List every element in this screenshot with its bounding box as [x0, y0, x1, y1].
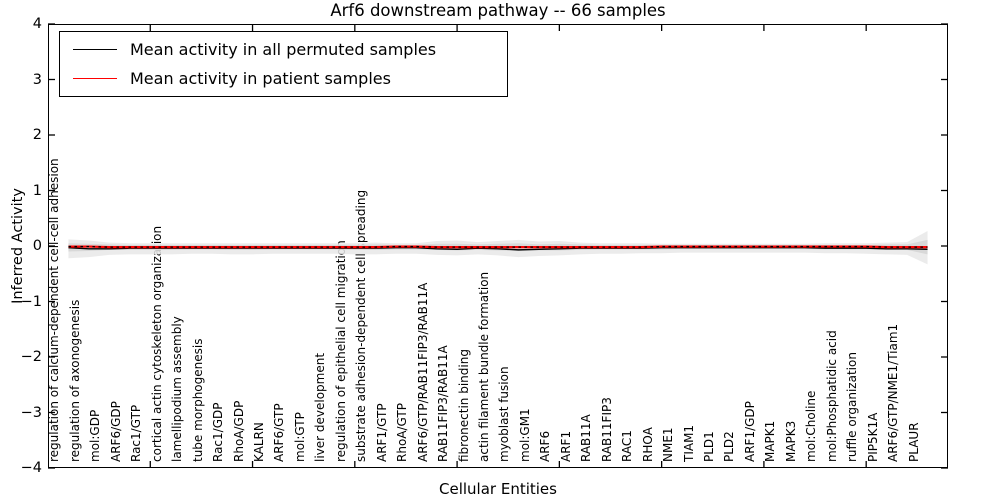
x-tick-label: myoblast fusion: [497, 366, 512, 462]
y-tick-label: −1: [20, 293, 42, 310]
legend-label-permuted: Mean activity in all permuted samples: [130, 40, 437, 59]
chart-title: Arf6 downstream pathway -- 66 samples: [330, 1, 666, 20]
permuted-line-swatch-icon: [73, 49, 117, 50]
x-tick-label: RAB11A: [579, 414, 594, 462]
x-tick-label: RAB11FIP3: [599, 397, 614, 462]
x-tick-label: mol:GDP: [88, 409, 103, 462]
x-tick-label: ARF1: [558, 430, 573, 462]
x-tick-label: RHOA: [640, 427, 655, 462]
legend-label-patient: Mean activity in patient samples: [130, 69, 391, 88]
x-tick-label: cortical actin cytoskeleton organization: [149, 225, 164, 462]
x-tick-label: NME1: [661, 427, 676, 462]
x-tick-label: RAC1: [620, 430, 635, 462]
y-tick-label: 1: [32, 182, 42, 199]
x-tick-label: TIAM1: [681, 424, 696, 462]
y-tick-label: 2: [32, 127, 42, 143]
x-tick-label: PLAUR: [906, 422, 921, 462]
x-tick-label: ruffle organization: [845, 352, 860, 462]
patient-line-swatch-icon: [73, 78, 117, 79]
x-tick-label: ARF6: [538, 430, 553, 462]
x-tick-label: substrate adhesion-dependent cell spread…: [354, 189, 369, 462]
x-tick-label: PLD2: [722, 431, 737, 462]
x-axis-label: Cellular Entities: [439, 480, 557, 498]
legend: Mean activity in all permuted samples Me…: [59, 31, 508, 97]
x-tick-label: liver development: [313, 352, 328, 462]
x-tick-label: regulation of epithelial cell migration: [333, 240, 348, 462]
x-tick-label: ARF1/GDP: [742, 401, 757, 462]
x-tick-label: fibronectin binding: [456, 349, 471, 462]
y-tick-label: 0: [32, 238, 42, 254]
x-tick-label: ARF6/GTP: [272, 403, 287, 462]
x-tick-label: mol:Choline: [804, 390, 819, 462]
y-tick-label: −4: [20, 460, 42, 476]
x-tick-label: PLD1: [702, 431, 716, 462]
x-tick-label: Rac1/GTP: [129, 404, 144, 462]
x-tick-label: regulation of axonogenesis: [67, 299, 82, 462]
x-tick-label: ARF1/GTP: [374, 403, 389, 462]
y-tick-label: −3: [20, 404, 42, 421]
x-tick-label: MAPK1: [763, 420, 778, 462]
x-tick-label: KALRN: [252, 422, 266, 462]
x-tick-label: lamellipodium assembly: [170, 316, 185, 462]
x-tick-label: RhoA/GTP: [395, 403, 410, 462]
x-tick-label: PIP5K1A: [865, 412, 880, 462]
x-tick-label: MAPK3: [783, 420, 798, 462]
x-tick-label: regulation of calcium-dependent cell-cel…: [47, 158, 62, 462]
x-tick-label: ARF6/GTP/NME1/Tiam1: [886, 323, 901, 462]
x-tick-label: mol:Phosphatidic acid: [824, 330, 839, 462]
y-tick-label: −2: [20, 349, 42, 365]
x-tick-label: ARF6/GTP/RAB11FIP3/RAB11A: [415, 282, 430, 462]
x-tick-label: tube morphogenesis: [190, 338, 205, 462]
x-tick-label: RhoA/GDP: [231, 400, 246, 462]
x-tick-label: actin filament bundle formation: [477, 271, 491, 462]
x-tick-label: mol:GM1: [517, 408, 532, 462]
legend-item-patient: Mean activity in patient samples: [60, 65, 507, 93]
x-tick-label: Rac1/GDP: [211, 402, 226, 462]
y-tick-label: 3: [32, 71, 42, 88]
y-tick-label: 4: [32, 16, 42, 32]
legend-item-permuted: Mean activity in all permuted samples: [60, 36, 507, 64]
x-tick-label: RAB11FIP3/RAB11A: [436, 345, 451, 462]
x-tick-label: ARF6/GDP: [108, 401, 123, 462]
x-tick-label: mol:GTP: [292, 412, 307, 462]
